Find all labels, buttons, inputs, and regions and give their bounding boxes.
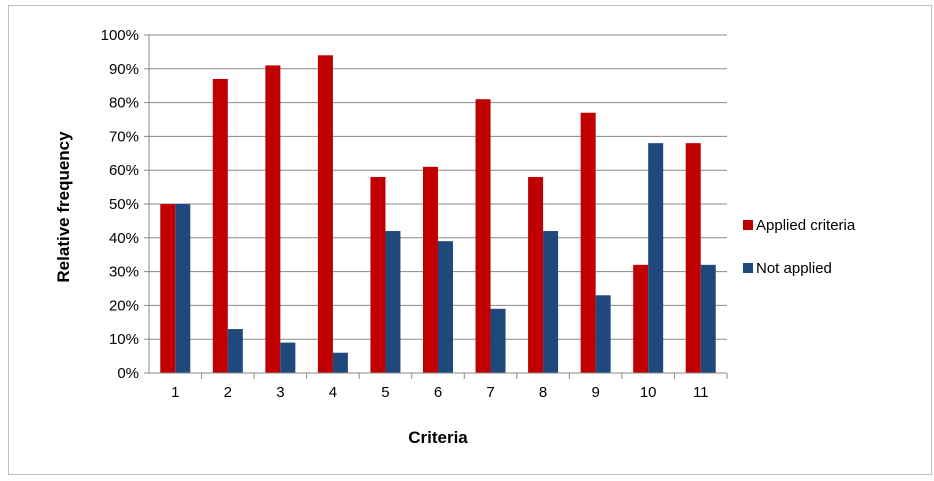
y-tick-labels: 0% 10% 20% 30% 40% 50% 60% 70% 80% 90% 100% — [101, 27, 139, 382]
legend: Applied criteria Not applied — [743, 217, 856, 277]
legend-swatch-not-applied — [743, 263, 753, 273]
y-tick-label: 0% — [117, 365, 139, 382]
bars — [160, 55, 716, 374]
x-tick-label: 10 — [640, 384, 657, 401]
y-tick-label: 50% — [109, 196, 139, 213]
y-tick-label: 60% — [109, 162, 139, 179]
axes — [144, 34, 728, 379]
bar-applied-3 — [265, 65, 281, 374]
x-tick-label: 4 — [329, 384, 337, 401]
x-tick-label: 1 — [171, 384, 179, 401]
x-tick-label: 3 — [276, 384, 284, 401]
y-tick-label: 70% — [109, 128, 139, 145]
x-tick-label: 2 — [224, 384, 232, 401]
x-tick-label: 11 — [693, 384, 709, 401]
bar-applied-11 — [685, 143, 701, 373]
legend-label-applied: Applied criteria — [756, 217, 856, 234]
x-tick-label: 5 — [381, 384, 389, 401]
bar-not-applied-2 — [227, 329, 243, 373]
bar-applied-9 — [580, 112, 596, 374]
y-tick-label: 40% — [109, 230, 139, 247]
bar-not-applied-6 — [438, 241, 453, 373]
legend-swatch-applied — [743, 220, 753, 230]
bar-not-applied-5 — [385, 231, 401, 373]
x-tick-label: 7 — [486, 384, 494, 401]
y-tick-label: 100% — [101, 27, 139, 44]
x-tick-labels: 1 2 3 4 5 6 7 8 9 10 11 — [171, 384, 708, 401]
bar-applied-4 — [317, 55, 333, 373]
y-tick-label: 80% — [109, 95, 139, 112]
bar-not-applied-9 — [595, 295, 611, 373]
y-tick-label: 30% — [109, 264, 139, 281]
bar-chart: 0% 10% 20% 30% 40% 50% 60% 70% 80% 90% 100% 1 2 3 4 5 6… — [54, 27, 856, 447]
bar-applied-10 — [633, 264, 649, 373]
bar-not-applied-1 — [175, 204, 191, 373]
bar-not-applied-7 — [490, 308, 506, 373]
bar-not-applied-8 — [543, 231, 559, 373]
y-tick-label: 20% — [109, 297, 139, 314]
y-tick-label: 10% — [109, 331, 139, 348]
x-tick-label: 9 — [591, 384, 599, 401]
chart-frame: 0% 10% 20% 30% 40% 50% 60% 70% 80% 90% 100% 1 2 3 4 5 6… — [8, 5, 932, 475]
bar-applied-7 — [475, 99, 491, 373]
y-tick-label: 90% — [109, 61, 139, 78]
bar-applied-5 — [370, 176, 386, 373]
x-axis-title: Criteria — [408, 428, 468, 447]
y-axis-title: Relative frequency — [54, 131, 73, 283]
bar-applied-8 — [528, 176, 544, 373]
bar-applied-2 — [212, 78, 228, 373]
x-tick-label: 6 — [434, 384, 442, 401]
bar-not-applied-10 — [648, 143, 664, 373]
bar-applied-6 — [423, 166, 438, 373]
bar-applied-1 — [160, 204, 176, 373]
x-tick-label: 8 — [539, 384, 547, 401]
legend-label-not-applied: Not applied — [756, 260, 832, 277]
bar-not-applied-4 — [332, 352, 348, 373]
bar-not-applied-3 — [280, 342, 296, 373]
bar-not-applied-11 — [700, 264, 716, 373]
